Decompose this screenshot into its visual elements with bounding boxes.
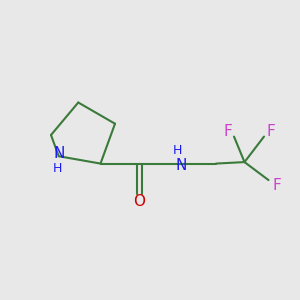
Text: F: F: [223, 124, 232, 139]
Text: H: H: [52, 162, 62, 175]
Text: N: N: [53, 146, 64, 161]
Text: F: F: [272, 178, 281, 193]
Text: H: H: [173, 145, 183, 158]
Text: N: N: [176, 158, 187, 172]
Text: O: O: [134, 194, 146, 209]
Text: F: F: [266, 124, 275, 139]
